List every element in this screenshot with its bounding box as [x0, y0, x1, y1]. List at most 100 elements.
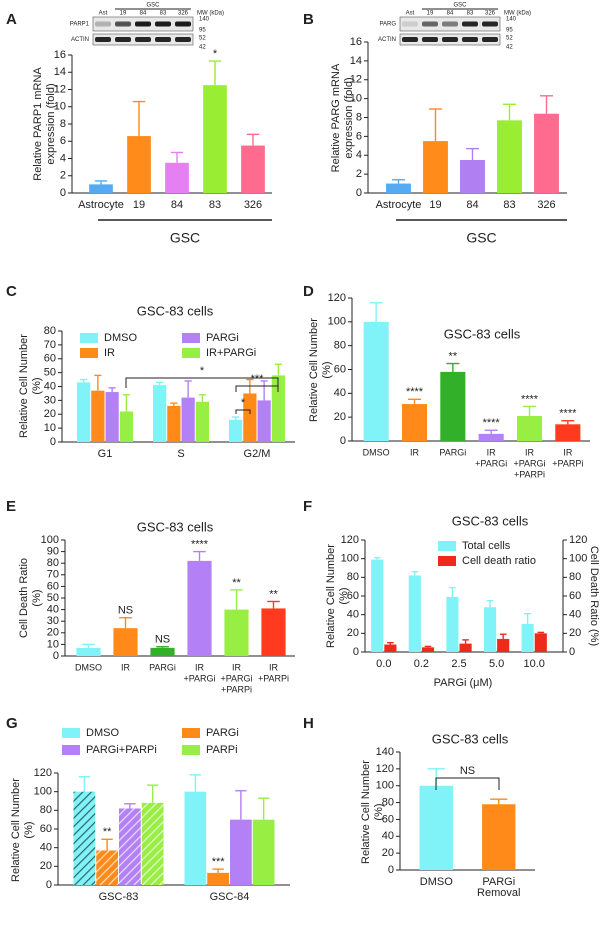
- legend-swatch: [182, 333, 200, 343]
- legend-swatch: [62, 728, 80, 738]
- error-bar: [193, 550, 206, 561]
- x-tick-label: +PARGi: [513, 458, 545, 468]
- significance-label: **: [449, 350, 458, 362]
- bar: [241, 145, 265, 193]
- error-bar: [537, 631, 545, 634]
- legend-label: DMSO: [104, 332, 137, 344]
- error-bar: [490, 798, 508, 805]
- blot-mw: 95: [506, 28, 513, 34]
- blot-group: GSC: [146, 3, 160, 9]
- y-tick-label: 0: [340, 435, 346, 447]
- bar: [96, 850, 118, 885]
- legend-label: PARGi: [206, 332, 239, 344]
- y-tick-label: 60: [347, 590, 359, 602]
- error-bar: [235, 790, 247, 820]
- error-bar: [170, 402, 178, 406]
- significance-label: **: [269, 588, 278, 600]
- legend-label: IR+PARGi: [206, 347, 256, 359]
- blot-lane: 19: [427, 11, 434, 17]
- x-tick-label: GSC-83: [99, 891, 139, 903]
- panel-letter: B: [303, 11, 314, 28]
- y-tick-label: 80: [334, 340, 346, 352]
- x-tick-label: G2/M: [244, 448, 271, 460]
- x-tick-label: 84: [466, 199, 478, 211]
- blot-mw: 140: [506, 17, 517, 23]
- legend-label: PARGi: [206, 727, 239, 739]
- y-tick-label: 0: [50, 436, 56, 448]
- error-bar: [561, 420, 575, 425]
- error-bar: [156, 381, 164, 386]
- error-bar: [246, 133, 260, 146]
- panel-letter: E: [6, 498, 16, 515]
- bar: [516, 415, 543, 441]
- bar: [384, 644, 397, 652]
- blot-band: [482, 21, 498, 27]
- y-axis-label: Relative PARP1 mRNA: [32, 67, 44, 181]
- blot-mw-title: MW (kDa): [504, 11, 531, 17]
- y-axis-label: Relative Cell Number: [10, 778, 22, 882]
- legend-swatch: [438, 556, 456, 566]
- y-tick-label: 50: [47, 592, 59, 604]
- blot-lane: 326: [178, 11, 189, 17]
- y-tick-label: 60: [382, 813, 394, 825]
- bar: [181, 397, 195, 442]
- bar: [76, 647, 101, 656]
- bar: [91, 390, 105, 442]
- y-tick-label: 50: [44, 367, 56, 379]
- significance-label: ****: [406, 386, 424, 398]
- bar: [113, 628, 138, 656]
- y-tick-label: 30: [47, 615, 59, 627]
- y-tick-label: 0: [353, 646, 359, 658]
- blot-band: [135, 21, 151, 27]
- x-tick-label: GSC-84: [210, 891, 250, 903]
- blot-lane: Ast: [406, 11, 415, 17]
- blot-protein: PARG: [379, 22, 396, 28]
- blot-lane: 83: [467, 11, 474, 17]
- blot-band: [95, 21, 111, 27]
- x-tick-label: +PARGi: [475, 458, 507, 468]
- blot-band: [422, 37, 438, 42]
- y-tick-label: 0: [388, 864, 394, 876]
- error-bar: [429, 108, 442, 142]
- y-tick-label: 20: [47, 627, 59, 639]
- bar: [419, 785, 453, 870]
- x-tick-label: IR: [195, 662, 205, 672]
- y-tick-label: 40: [47, 604, 59, 616]
- x-tick-label: 83: [503, 199, 515, 211]
- y-tick-label: 60: [40, 823, 52, 835]
- bar: [459, 643, 472, 652]
- legend-swatch: [80, 333, 98, 343]
- y-tick-label: 60: [47, 580, 59, 592]
- group-label: GSC: [466, 230, 496, 246]
- error-bar: [212, 868, 224, 873]
- error-bar: [184, 380, 192, 398]
- blot-lane: 84: [447, 11, 454, 17]
- y-tick-label: 80: [47, 557, 59, 569]
- x-tick-label: G1: [98, 448, 113, 460]
- bar: [497, 120, 522, 193]
- bar: [195, 401, 209, 442]
- bar: [440, 371, 466, 441]
- y2-tick-label: 60: [569, 590, 581, 602]
- bar: [257, 400, 271, 442]
- y-tick-label: 4: [60, 152, 66, 164]
- error-bar: [146, 784, 159, 803]
- bar: [497, 638, 510, 652]
- significance-bracket: [435, 777, 500, 790]
- y-axis-label: Cell Death Ratio: [18, 558, 30, 638]
- y-tick-label: 12: [54, 83, 66, 95]
- bar: [482, 804, 516, 870]
- y-tick-label: 40: [40, 842, 52, 854]
- error-bar: [373, 557, 381, 560]
- x-tick-label: PARGi: [439, 447, 466, 457]
- x-tick-label: Astrocyte: [376, 199, 422, 211]
- y-tick-label: 0: [46, 879, 52, 891]
- bar: [423, 141, 448, 193]
- blot-mw: 140: [199, 17, 210, 23]
- error-bar: [484, 429, 498, 434]
- x-tick-label: 0.2: [414, 658, 429, 670]
- x-tick-label: PARGi: [482, 876, 515, 888]
- x-tick-label: +PARPi: [552, 458, 583, 468]
- bar: [150, 647, 175, 656]
